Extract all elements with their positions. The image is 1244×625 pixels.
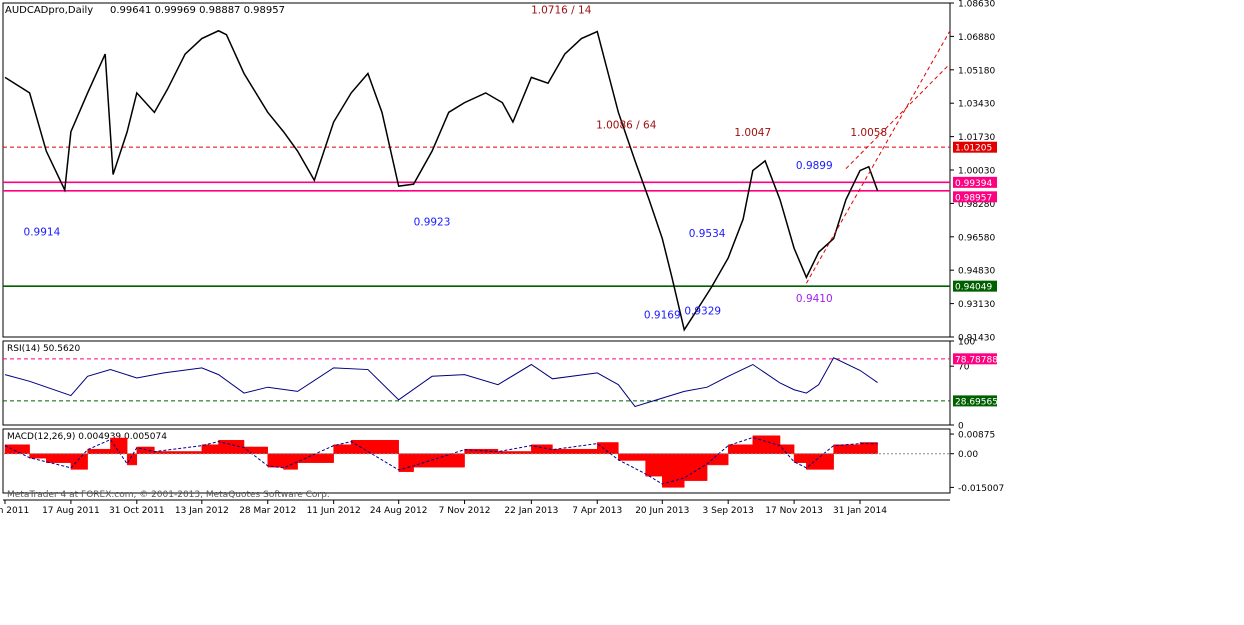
trend-channel xyxy=(805,30,951,284)
y-tick-label: 0 xyxy=(958,422,964,432)
y-tick-label: 0.93130 xyxy=(958,300,995,310)
price-annotation: 0.9169 xyxy=(644,310,681,322)
x-tick-label: 24 Aug 2012 xyxy=(370,506,428,516)
level-label-box xyxy=(953,191,997,203)
x-tick-label: 20 Jun 2013 xyxy=(635,506,689,516)
trend-line-lower xyxy=(845,63,951,169)
level-label-box xyxy=(953,395,997,407)
y-tick-label: 1.03430 xyxy=(958,100,995,110)
y-tick-label: 0.91430 xyxy=(958,334,995,344)
price-annotation: 0.9410 xyxy=(796,293,833,305)
y-tick-label: -0.015007 xyxy=(958,484,1004,494)
y-tick-label: 1.05180 xyxy=(958,66,995,76)
pane-frame-price xyxy=(2,2,951,338)
y-tick-label: 0.00 xyxy=(958,450,978,460)
y-tick-label: 1.00030 xyxy=(958,167,995,177)
chart-marks: 1.08630 1.06880 1.05180 1.03430 1.01730 1.000… xyxy=(0,0,1004,516)
panel-title: RSI(14) 50.5620 xyxy=(7,344,80,354)
pane-frame-rsi xyxy=(2,340,951,426)
x-tick-label: 3 Jun 2011 xyxy=(0,506,29,516)
y-tick-label: 1.01730 xyxy=(958,133,995,143)
x-tick-label: 28 Mar 2012 xyxy=(239,506,296,516)
price-annotation: 1.0086 / 64 xyxy=(596,119,657,131)
macd-histogram xyxy=(4,435,878,488)
panel-price: 1.08630 1.06880 1.05180 1.03430 1.01730 1.000… xyxy=(3,0,997,344)
panel-title: MACD(12,26,9) 0.004939 0.005074 xyxy=(7,432,167,442)
price-annotation: 0.9899 xyxy=(796,160,833,172)
y-tick-label: 1.08630 xyxy=(958,0,995,10)
level-label: 0.99394 xyxy=(955,179,992,189)
y-tick-label: 0.98280 xyxy=(958,200,995,210)
level-label-box xyxy=(953,280,997,292)
x-tick-label: 11 Jun 2012 xyxy=(307,506,361,516)
x-tick-label: 7 Apr 2013 xyxy=(572,506,622,516)
level-label: 0.98957 xyxy=(955,193,992,203)
level-label-box xyxy=(953,141,997,153)
rsi-series-line xyxy=(4,357,878,408)
price-annotation: 0.9923 xyxy=(414,216,451,228)
level-label: 1.01205 xyxy=(955,144,992,154)
level-label-box xyxy=(953,176,997,188)
pane-frame-macd xyxy=(2,428,951,494)
price-annotation: 1.0047 xyxy=(734,127,771,139)
y-tick-label: 100 xyxy=(958,338,975,348)
level-label: 28.69565 xyxy=(955,397,998,407)
macd-signal-line xyxy=(4,437,878,485)
x-tick-label: 17 Aug 2011 xyxy=(42,506,100,516)
symbol-header: AUDCADpro,Daily xyxy=(5,5,93,16)
x-tick-label: 31 Jan 2014 xyxy=(833,506,887,516)
x-tick-label: 17 Nov 2013 xyxy=(765,506,823,516)
price-annotation: 1.0716 / 14 xyxy=(531,4,592,16)
y-tick-label: 0.00875 xyxy=(958,431,995,441)
x-tick-label: 3 Sep 2013 xyxy=(703,506,754,516)
copyright-text: MetaTrader 4 at FOREX.com, © 2001-2013, … xyxy=(7,490,330,500)
panel-rsi: 100 70 0 78.78788 28.69565 RSI(14) 50.5620 xyxy=(3,338,998,432)
y-tick-label: 0.94830 xyxy=(958,267,995,277)
x-tick-label: 31 Oct 2011 xyxy=(109,506,165,516)
level-label-box xyxy=(953,353,997,365)
y-tick-label: 1.06880 xyxy=(958,33,995,43)
panel-macd: 0.00875 0.00 -0.015007 MACD(12,26,9) 0.0049… xyxy=(3,431,1004,494)
price-annotation: 0.9329 xyxy=(684,306,721,318)
level-label: 78.78788 xyxy=(955,355,998,365)
x-tick-label: 22 Jan 2013 xyxy=(504,506,558,516)
price-annotation: 0.9534 xyxy=(689,228,726,240)
level-label: 0.94049 xyxy=(955,283,992,293)
ohlc-header: 0.99641 0.99969 0.98887 0.98957 xyxy=(110,5,285,16)
x-tick-label: 7 Nov 2012 xyxy=(439,506,491,516)
price-annotation: 0.9914 xyxy=(24,227,61,239)
price-series-line xyxy=(4,29,879,332)
chart-panes xyxy=(2,2,951,501)
x-tick-label: 13 Jan 2012 xyxy=(175,506,229,516)
y-tick-label: 0.96580 xyxy=(958,233,995,243)
y-tick-label: 70 xyxy=(958,363,970,373)
